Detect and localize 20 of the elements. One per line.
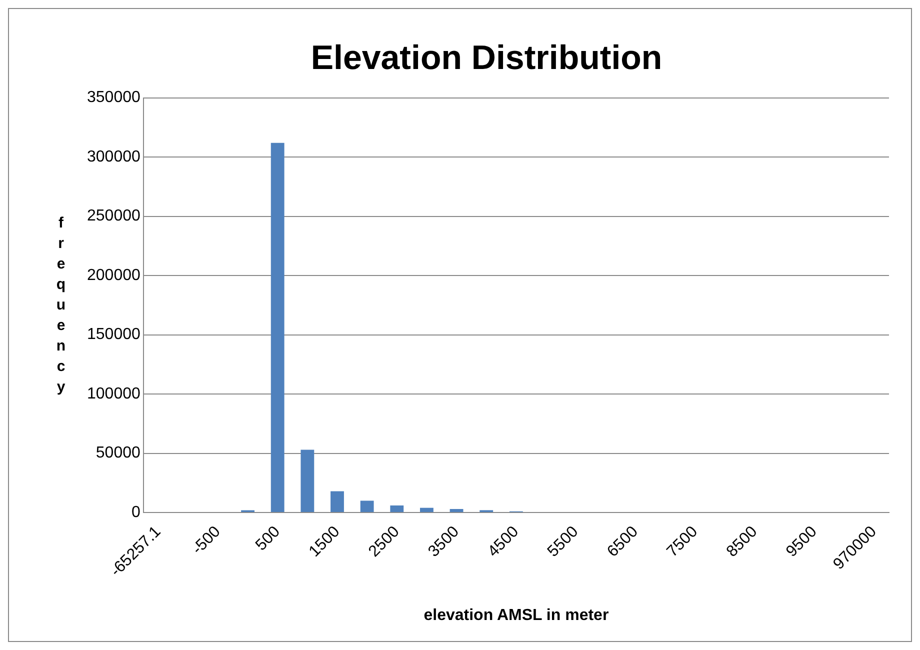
y-tick-label: 150000 xyxy=(87,326,140,344)
chart-title: Elevation Distribution xyxy=(310,38,662,77)
y-tick-label: 350000 xyxy=(87,89,140,106)
bar xyxy=(420,508,434,512)
y-tick-label: 200000 xyxy=(87,266,140,284)
x-axis-title: elevation AMSL in meter xyxy=(424,606,609,624)
y-tick-label: 0 xyxy=(131,504,140,521)
bar xyxy=(300,450,314,512)
y-tick-label: 50000 xyxy=(96,444,140,462)
x-tick-label: -500 xyxy=(189,523,224,558)
bar xyxy=(360,500,374,512)
bar xyxy=(330,491,344,512)
bar xyxy=(270,142,284,512)
y-tick-label: 250000 xyxy=(87,208,140,225)
y-tick-label: 100000 xyxy=(87,385,140,402)
bar xyxy=(450,509,464,512)
y-tick-label: 300000 xyxy=(87,148,140,166)
text: frequency xyxy=(56,214,66,396)
bar xyxy=(390,505,404,512)
x-tick-label: 500 xyxy=(252,523,284,554)
